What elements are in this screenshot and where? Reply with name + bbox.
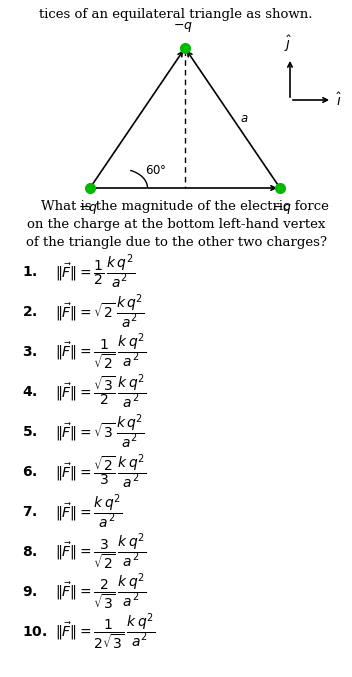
Text: $\|\vec{F}\| = \sqrt{3} \, \dfrac{k \, q^2}{a^2}$: $\|\vec{F}\| = \sqrt{3} \, \dfrac{k \, q… — [55, 413, 145, 452]
Text: $-q$: $-q$ — [78, 202, 98, 216]
Text: $-q$: $-q$ — [272, 202, 292, 216]
Text: $\|\vec{F}\| = \dfrac{\sqrt{3}}{2} \, \dfrac{k \, q^2}{a^2}$: $\|\vec{F}\| = \dfrac{\sqrt{3}}{2} \, \d… — [55, 373, 146, 411]
Text: $\mathbf{2.}$: $\mathbf{2.}$ — [22, 305, 38, 319]
Text: $60°$: $60°$ — [145, 164, 167, 177]
Text: $\mathbf{8.}$: $\mathbf{8.}$ — [22, 545, 38, 559]
Text: $\hat{\jmath}$: $\hat{\jmath}$ — [284, 34, 292, 54]
Text: tices of an equilateral triangle as shown.: tices of an equilateral triangle as show… — [39, 8, 313, 21]
Text: $\mathbf{1.}$: $\mathbf{1.}$ — [22, 265, 38, 279]
Text: What is the magnitude of the electric force
on the charge at the bottom left-han: What is the magnitude of the electric fo… — [24, 200, 328, 249]
Text: $\|\vec{F}\| = \dfrac{1}{\sqrt{2}} \, \dfrac{k \, q^2}{a^2}$: $\|\vec{F}\| = \dfrac{1}{\sqrt{2}} \, \d… — [55, 332, 146, 372]
Text: $\|\vec{F}\| = \dfrac{1}{2\sqrt{3}} \, \dfrac{k \, q^2}{a^2}$: $\|\vec{F}\| = \dfrac{1}{2\sqrt{3}} \, \… — [55, 611, 155, 653]
Text: $\|\vec{F}\| = \dfrac{\sqrt{2}}{3} \, \dfrac{k \, q^2}{a^2}$: $\|\vec{F}\| = \dfrac{\sqrt{2}}{3} \, \d… — [55, 453, 146, 492]
Text: $\|\vec{F}\| = \sqrt{2} \, \dfrac{k \, q^2}{a^2}$: $\|\vec{F}\| = \sqrt{2} \, \dfrac{k \, q… — [55, 292, 145, 331]
Text: $\mathbf{10.}$: $\mathbf{10.}$ — [22, 625, 47, 639]
Text: $\mathbf{6.}$: $\mathbf{6.}$ — [22, 465, 38, 479]
Text: $\|\vec{F}\| = \dfrac{k \, q^2}{a^2}$: $\|\vec{F}\| = \dfrac{k \, q^2}{a^2}$ — [55, 493, 122, 531]
Text: $a$: $a$ — [240, 112, 249, 125]
Text: $\|\vec{F}\| = \dfrac{1}{2} \, \dfrac{k \, q^2}{a^2}$: $\|\vec{F}\| = \dfrac{1}{2} \, \dfrac{k … — [55, 253, 135, 291]
Text: $\|\vec{F}\| = \dfrac{3}{\sqrt{2}} \, \dfrac{k \, q^2}{a^2}$: $\|\vec{F}\| = \dfrac{3}{\sqrt{2}} \, \d… — [55, 531, 146, 573]
Text: $\mathbf{5.}$: $\mathbf{5.}$ — [22, 425, 38, 439]
Text: $\hat{\imath}$: $\hat{\imath}$ — [336, 91, 342, 108]
Text: $\|\vec{F}\| = \dfrac{2}{\sqrt{3}} \, \dfrac{k \, q^2}{a^2}$: $\|\vec{F}\| = \dfrac{2}{\sqrt{3}} \, \d… — [55, 571, 146, 613]
Text: $\mathbf{9.}$: $\mathbf{9.}$ — [22, 585, 38, 599]
Text: $-q$: $-q$ — [173, 20, 193, 34]
Text: $\mathbf{7.}$: $\mathbf{7.}$ — [22, 505, 38, 519]
Text: $\mathbf{4.}$: $\mathbf{4.}$ — [22, 385, 38, 399]
Text: $\mathbf{3.}$: $\mathbf{3.}$ — [22, 345, 38, 359]
